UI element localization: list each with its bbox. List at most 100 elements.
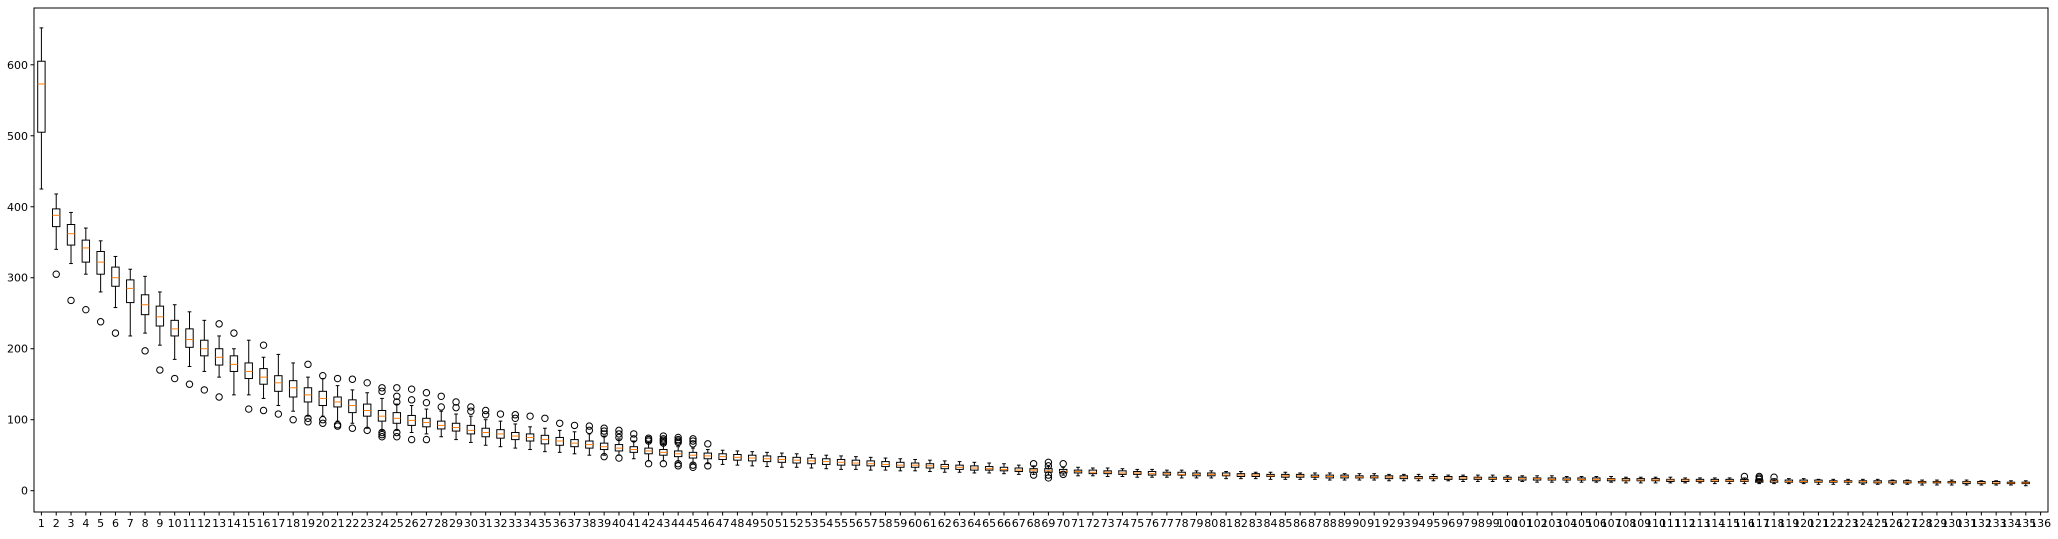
box-135 xyxy=(2021,480,2030,487)
x-tick-label: 110 xyxy=(1645,517,1666,530)
x-tick-label: 5 xyxy=(97,517,104,530)
box-70 xyxy=(1059,460,1068,479)
x-tick-label: 70 xyxy=(1056,517,1070,530)
x-tick-label: 53 xyxy=(804,517,818,530)
iqr-box xyxy=(244,362,253,380)
x-tick-label: 29 xyxy=(449,517,463,530)
box-123 xyxy=(1843,478,1853,485)
x-tick-label: 48 xyxy=(730,517,744,530)
box-65 xyxy=(984,462,994,474)
box-129 xyxy=(1932,479,1942,486)
x-tick-label: 11 xyxy=(182,517,196,530)
iqr-box xyxy=(155,305,165,327)
x-tick-label: 100 xyxy=(1497,517,1518,530)
iqr-box xyxy=(37,60,46,133)
x-tick-label: 54 xyxy=(819,517,833,530)
outlier-point xyxy=(422,435,431,444)
outlier-point xyxy=(1755,475,1763,484)
box-104 xyxy=(1562,476,1571,483)
x-tick-label: 106 xyxy=(1586,517,1607,530)
iqr-box xyxy=(126,279,135,304)
boxes-group xyxy=(37,27,2030,487)
box-4 xyxy=(81,227,91,314)
outlier-point xyxy=(393,392,401,400)
outlier-point xyxy=(615,426,623,435)
x-tick-label: 61 xyxy=(923,517,937,530)
x-tick-label: 130 xyxy=(1941,517,1962,530)
outlier-point xyxy=(378,384,386,392)
x-tick-label: 74 xyxy=(1115,517,1129,530)
x-tick-label: 20 xyxy=(316,517,330,530)
outlier-point xyxy=(378,433,386,441)
x-tick-label: 73 xyxy=(1101,517,1115,530)
outlier-point xyxy=(333,374,342,383)
box-126 xyxy=(1888,479,1897,485)
x-tick-label: 15 xyxy=(242,517,256,530)
box-33 xyxy=(511,411,520,449)
x-tick-label: 51 xyxy=(775,517,789,530)
outlier-point xyxy=(556,419,564,427)
box-3 xyxy=(66,211,76,305)
x-tick-label: 6 xyxy=(112,517,119,530)
box-31 xyxy=(481,406,490,446)
outlier-point xyxy=(452,403,460,412)
iqr-box xyxy=(185,328,194,348)
x-tick-label: 34 xyxy=(523,517,537,530)
box-35 xyxy=(540,414,550,453)
x-tick-label: 14 xyxy=(227,517,241,530)
x-tick-label: 12 xyxy=(197,517,211,530)
outlier-point xyxy=(304,360,312,369)
outlier-point xyxy=(111,329,120,337)
x-tick-label: 89 xyxy=(1338,517,1352,530)
outlier-point xyxy=(200,386,209,394)
box-73 xyxy=(1103,467,1112,478)
box-93 xyxy=(1399,473,1409,482)
outlier-point xyxy=(230,329,238,337)
box-89 xyxy=(1340,473,1349,481)
box-106 xyxy=(1592,476,1601,483)
x-tick-label: 76 xyxy=(1145,517,1159,530)
outlier-point xyxy=(319,416,327,424)
box-91 xyxy=(1369,473,1379,481)
x-tick-label: 35 xyxy=(538,517,552,530)
outlier-point xyxy=(689,440,697,448)
outlier-point xyxy=(1044,471,1053,479)
outlier-point xyxy=(585,426,594,435)
iqr-box xyxy=(96,250,105,275)
x-tick-label: 30 xyxy=(464,517,478,530)
iqr-box xyxy=(81,239,91,263)
outlier-point xyxy=(393,433,401,441)
x-tick-label: 71 xyxy=(1071,517,1085,530)
outlier-point xyxy=(704,440,712,448)
box-134 xyxy=(2006,480,2016,486)
box-59 xyxy=(896,458,905,472)
x-tick-label: 68 xyxy=(1027,517,1041,530)
box-19 xyxy=(303,360,313,426)
outlier-point xyxy=(141,347,149,355)
outlier-point xyxy=(496,410,505,418)
box-119 xyxy=(1784,478,1794,485)
x-tick-label: 117 xyxy=(1749,517,1770,530)
outlier-point xyxy=(378,430,386,439)
box-10 xyxy=(170,304,179,383)
box-42 xyxy=(644,434,653,468)
x-tick-label: 98 xyxy=(1471,517,1485,530)
box-130 xyxy=(1947,479,1956,486)
outlier-point xyxy=(585,422,594,430)
y-tick-label: 500 xyxy=(7,130,28,143)
iqr-box xyxy=(259,368,268,385)
x-tick-label: 121 xyxy=(1808,517,1829,530)
y-tick-label: 300 xyxy=(7,272,28,285)
iqr-box xyxy=(66,224,76,246)
outlier-point xyxy=(630,435,638,443)
outlier-point xyxy=(1044,458,1053,467)
x-tick-label: 113 xyxy=(1689,517,1710,530)
x-tick-label: 44 xyxy=(671,517,685,530)
box-97 xyxy=(1458,474,1468,482)
iqr-box xyxy=(52,208,61,228)
x-tick-label: 65 xyxy=(982,517,996,530)
box-128 xyxy=(1917,479,1927,486)
x-tick-label: 134 xyxy=(2000,517,2021,530)
box-95 xyxy=(1429,473,1438,482)
box-94 xyxy=(1414,473,1423,482)
